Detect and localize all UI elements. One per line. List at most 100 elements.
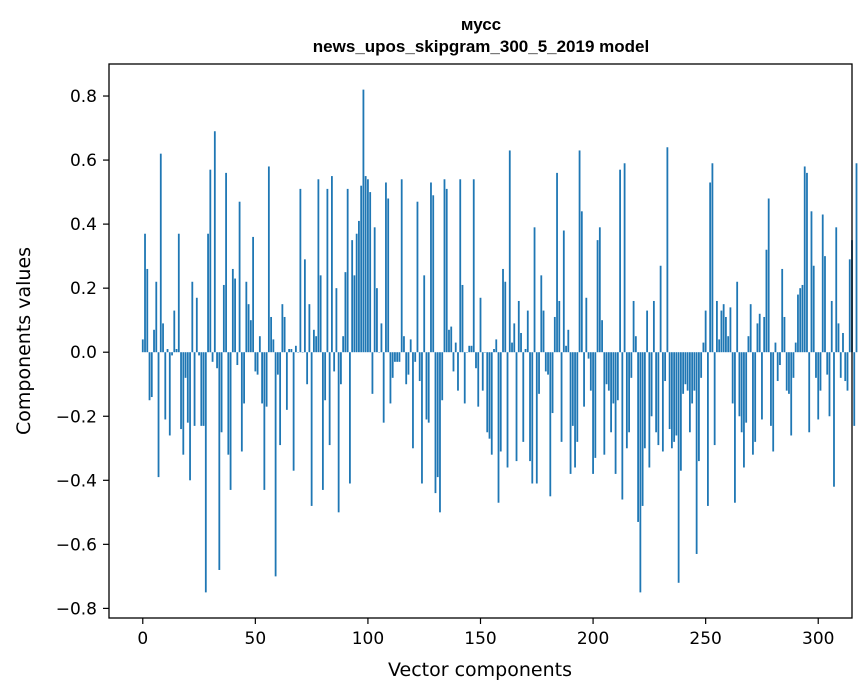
bar-component-126 [425,352,428,420]
bar-component-312 [844,352,847,382]
bar-component-158 [497,352,500,503]
bar-component-77 [315,336,318,353]
bar-component-65 [288,349,291,353]
bar-component-167 [517,300,520,353]
bar-component-154 [488,352,491,439]
plot-frame [108,63,853,619]
bar-component-149 [477,352,480,407]
bar-component-233 [666,147,669,353]
bar-component-160 [502,268,504,353]
bar-component-153 [486,352,489,433]
y-axis-label: Components values [13,247,35,435]
y-tick-label: 0.0 [70,343,97,363]
bar-component-29 [207,233,209,353]
bar-component-175 [535,352,538,484]
bar-component-7 [157,352,160,478]
bar-component-116 [403,336,405,353]
bar-component-159 [499,352,502,452]
bar-component-297 [810,211,813,353]
bar-component-283 [779,352,781,366]
bar-component-267 [743,352,745,468]
bar-component-59 [274,352,277,577]
bar-component-117 [405,352,408,385]
bar-component-80 [321,352,324,490]
bar-component-74 [308,304,311,353]
bar-component-226 [650,352,653,417]
bar-component-258 [722,304,725,353]
y-tick-label: 0.2 [70,279,97,299]
bar-component-305 [828,352,831,417]
bar-component-140 [457,352,459,391]
bar-component-174 [533,227,536,353]
bar-component-57 [270,316,273,353]
bar-component-18 [182,352,185,455]
bar-component-17 [180,352,182,430]
bar-component-83 [328,352,331,446]
bar-component-89 [342,336,345,353]
bar-component-272 [754,352,757,442]
bar-component-30 [209,169,212,353]
bar-series [141,89,858,593]
bar-component-230 [659,265,662,353]
bar-component-66 [290,349,293,353]
bar-component-85 [333,352,336,372]
bar-component-148 [475,352,477,369]
bar-component-196 [583,352,585,407]
x-tick-label: 50 [245,629,267,649]
bar-component-277 [765,249,768,353]
bar-component-213 [621,352,624,500]
bar-component-16 [177,233,180,353]
bar-component-96 [358,220,360,353]
bar-component-124 [421,352,423,484]
bar-component-198 [587,352,590,359]
bar-component-256 [718,339,721,353]
bar-component-99 [364,176,367,353]
bar-component-10 [164,352,167,420]
bar-component-62 [281,304,284,353]
bar-component-170 [524,349,527,353]
x-tick-label: 150 [464,629,496,649]
bar-component-261 [729,307,732,353]
bar-component-183 [553,316,556,353]
bar-component-130 [434,352,437,494]
bar-component-317 [855,163,858,353]
bar-component-24 [195,297,198,353]
bar-component-306 [830,300,833,353]
bar-component-225 [648,352,651,468]
bar-component-13 [171,352,173,356]
y-tick-label: −0.6 [56,535,97,555]
bar-component-118 [407,352,410,375]
bar-component-302 [821,214,824,353]
bar-component-92 [349,352,351,484]
x-tick-label: 300 [802,629,834,649]
bar-component-243 [688,352,691,433]
bar-component-242 [686,352,689,391]
bar-component-46 [245,281,248,353]
bar-component-200 [592,352,594,474]
bar-component-113 [396,352,399,362]
bar-component-42 [236,352,239,366]
bar-component-259 [725,316,727,353]
bar-component-250 [704,310,707,353]
bar-component-279 [770,352,772,426]
bar-component-168 [520,332,522,353]
y-tick-label: 0.6 [70,151,97,171]
bar-component-303 [824,256,826,353]
bar-component-147 [472,179,475,353]
bar-component-4 [150,352,153,398]
bar-component-142 [461,284,464,353]
bar-component-44 [240,352,243,452]
bar-component-136 [448,329,450,353]
bar-component-93 [351,240,354,353]
bar-component-268 [745,352,748,423]
bar-component-51 [256,352,259,375]
bar-component-262 [731,352,734,404]
bar-component-11 [166,349,169,353]
bar-component-151 [481,352,484,391]
bar-component-309 [837,323,840,353]
bar-component-54 [263,352,266,490]
bar-component-75 [310,352,313,506]
bar-component-64 [285,352,288,410]
bar-component-100 [367,179,369,353]
bar-component-280 [772,352,775,452]
